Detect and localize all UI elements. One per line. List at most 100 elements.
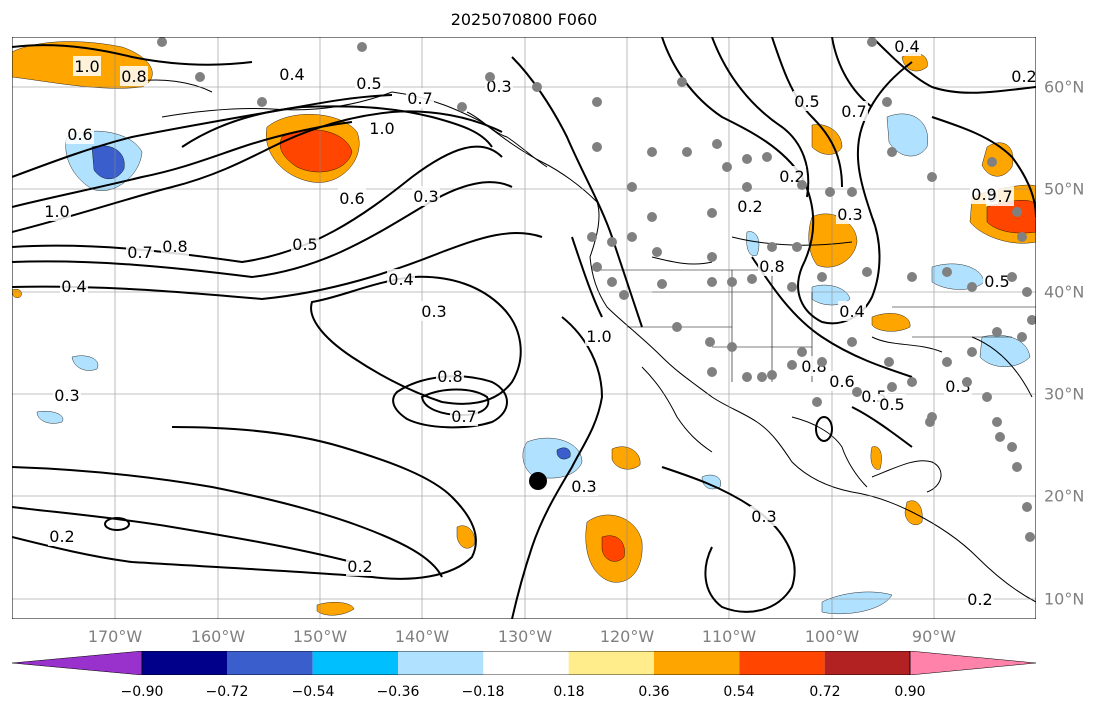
colorbar-tick-label: −0.54 (291, 684, 335, 700)
contour-label: 0.4 (279, 65, 304, 84)
contour-label-bg (420, 301, 448, 321)
station-dot (1025, 532, 1035, 542)
contour-label-bg (983, 271, 1011, 291)
station-dot (767, 242, 777, 252)
shaded-area (316, 602, 355, 616)
coast-segment (161, 91, 393, 118)
shaded-area (456, 525, 475, 549)
station-dot (887, 147, 897, 157)
station-dot (647, 147, 657, 157)
shaded-area (981, 142, 1014, 177)
contour-line (511, 56, 643, 328)
coast-segment (871, 460, 942, 493)
contour-label-bg (970, 184, 998, 204)
station-dot (722, 162, 732, 172)
contour-label: 0.4 (61, 277, 86, 296)
contour-line (12, 466, 443, 578)
station-dot (992, 327, 1002, 337)
station-dot (657, 279, 667, 289)
station-dot (812, 397, 822, 407)
contour-label: 0.2 (779, 167, 804, 186)
contour-label: 0.5 (879, 395, 904, 414)
colorbar-tick-label: 0.90 (894, 684, 926, 700)
colorbar-tick-label: −0.90 (120, 684, 164, 700)
contour-label-bg (878, 394, 906, 414)
contour-label-bg (1010, 66, 1036, 86)
station-dot (1017, 232, 1027, 242)
contour-line (12, 94, 393, 178)
station-dot (787, 360, 797, 370)
colorbar-tick-label: 0.18 (553, 684, 585, 700)
station-dot (962, 377, 972, 387)
contour-label-bg (161, 236, 189, 256)
contour-label-bg (585, 326, 613, 346)
contour-label: 0.5 (356, 74, 381, 93)
contour-label: 0.3 (571, 477, 596, 496)
lon-label: 110°W (701, 627, 757, 646)
station-dot (847, 337, 857, 347)
station-dot (157, 37, 167, 47)
station-dot (742, 154, 752, 164)
lat-label: 50°N (1044, 179, 1085, 199)
lon-label: 90°W (911, 627, 957, 646)
contour-label-bg (436, 366, 464, 386)
contour-label-bg (66, 124, 94, 144)
station-dot (619, 290, 629, 300)
station-dot (995, 432, 1005, 442)
colorbar-segment (483, 651, 569, 675)
station-dot (647, 212, 657, 222)
contour-label: 0.2 (347, 557, 372, 576)
station-dot (762, 152, 772, 162)
shaded-area (556, 447, 571, 460)
contour-label: 0.4 (388, 270, 413, 289)
contour-line (931, 116, 1036, 218)
station-dot (792, 242, 802, 252)
contour-line (815, 416, 833, 442)
station-dot (982, 392, 992, 402)
contour-line (12, 426, 477, 580)
colorbar-extend-high (909, 651, 1036, 675)
coast-segment (641, 366, 713, 453)
station-dot (887, 382, 897, 392)
station-dot (742, 372, 752, 382)
contour-label: 0.8 (759, 257, 784, 276)
station-dot (532, 82, 542, 92)
contour-label: 0.5 (794, 92, 819, 111)
lon-label: 160°W (190, 627, 246, 646)
contour-label-bg (406, 88, 434, 108)
lat-label: 20°N (1044, 486, 1085, 506)
station-dot (1012, 462, 1022, 472)
contour-label: 0.7 (841, 102, 866, 121)
station-dot (652, 247, 662, 257)
coast-segment (651, 256, 713, 265)
station-dot (927, 172, 937, 182)
station-dot (907, 377, 917, 387)
colorbar-segment (824, 651, 910, 675)
shaded-area (12, 289, 22, 298)
contour-label-bg (368, 118, 396, 138)
contour-line (711, 37, 810, 198)
colorbar-tick-label: −0.36 (376, 684, 420, 700)
station-dot (592, 262, 602, 272)
station-dot (1017, 332, 1027, 342)
station-dot (817, 357, 827, 367)
contour-line (12, 110, 503, 233)
contour-label-bg (836, 204, 864, 224)
contour-label-bg (412, 186, 440, 206)
contour-label: 0.6 (339, 189, 364, 208)
contour-label-bg (338, 188, 366, 208)
contour-label-bg (893, 37, 921, 56)
colorbar-segment (312, 651, 398, 675)
station-dot (485, 72, 495, 82)
station-dot (967, 282, 977, 292)
contour-label: 1.0 (74, 57, 99, 76)
station-dot (1007, 442, 1017, 452)
station-dot (1022, 287, 1032, 297)
contour-label-bg (840, 101, 868, 121)
contour-label: 0.5 (984, 272, 1009, 291)
station-dot (992, 417, 1002, 427)
coast-segment (731, 236, 853, 246)
station-dot (727, 342, 737, 352)
contour-line (661, 37, 913, 325)
contour-line (751, 256, 913, 378)
